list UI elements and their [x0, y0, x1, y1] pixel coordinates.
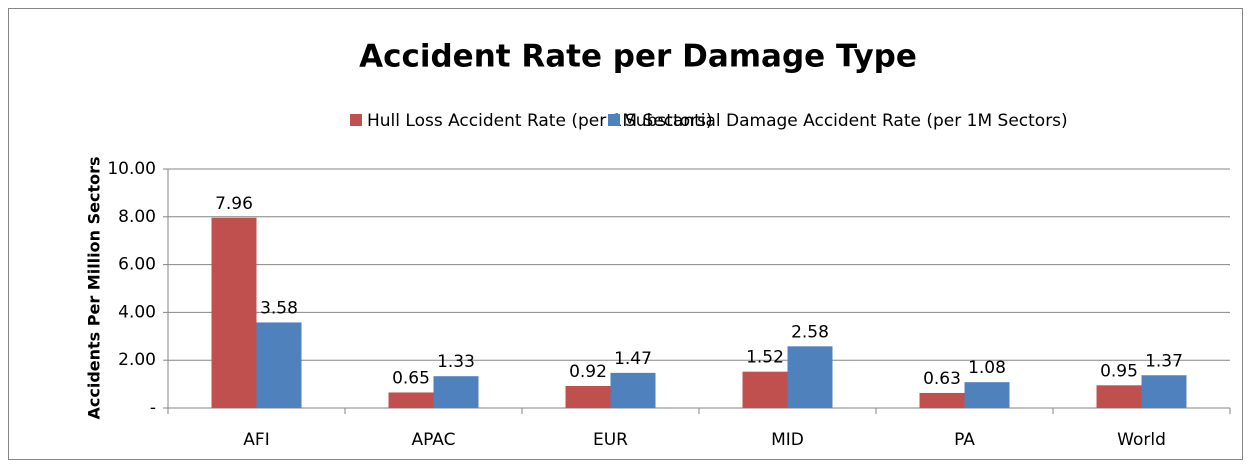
- data-label: 1.52: [746, 348, 784, 368]
- data-label: 1.47: [614, 349, 652, 369]
- bar: [433, 376, 479, 408]
- chart-title: Accident Rate per Damage Type: [359, 39, 917, 75]
- legend-label: Substantial Damage Accident Rate (per 1M…: [625, 111, 1068, 131]
- bar: [787, 346, 833, 408]
- bar: [610, 372, 656, 408]
- bar: [919, 392, 965, 408]
- bar: [565, 386, 611, 408]
- data-label: 3.58: [260, 298, 298, 318]
- data-label: 0.95: [1100, 361, 1138, 381]
- x-tick-label: APAC: [412, 430, 456, 450]
- legend-label: Hull Loss Accident Rate (per 1M Sectors): [367, 111, 713, 131]
- legend-swatch: [350, 114, 362, 126]
- data-label: 0.63: [923, 369, 961, 389]
- data-label: 1.08: [968, 358, 1006, 378]
- bar: [742, 371, 788, 408]
- y-axis-label: Accidents Per Million Sectors: [85, 156, 104, 419]
- bar: [388, 392, 434, 408]
- data-label: 1.37: [1145, 351, 1183, 371]
- bar: [256, 322, 302, 408]
- x-tick-label: AFI: [243, 430, 269, 450]
- bar: [964, 382, 1010, 408]
- x-tick-label: World: [1117, 430, 1166, 450]
- x-tick-label: EUR: [593, 430, 628, 450]
- bar: [1141, 375, 1187, 408]
- data-label: 2.58: [791, 322, 829, 342]
- y-tick-label: -: [150, 398, 156, 418]
- bar: [1096, 385, 1142, 408]
- data-label: 0.65: [392, 368, 430, 388]
- y-tick-label: 6.00: [118, 255, 156, 275]
- y-tick-label: 2.00: [118, 350, 156, 370]
- data-label: 1.33: [437, 352, 475, 372]
- y-tick-label: 4.00: [118, 302, 156, 322]
- y-tick-label: 8.00: [118, 207, 156, 227]
- bar: [211, 217, 257, 408]
- y-tick-label: 10.00: [107, 159, 156, 179]
- x-tick-label: MID: [771, 430, 804, 450]
- data-label: 7.96: [215, 194, 253, 214]
- data-label: 0.92: [569, 362, 607, 382]
- legend-swatch: [608, 114, 620, 126]
- x-tick-label: PA: [954, 430, 975, 450]
